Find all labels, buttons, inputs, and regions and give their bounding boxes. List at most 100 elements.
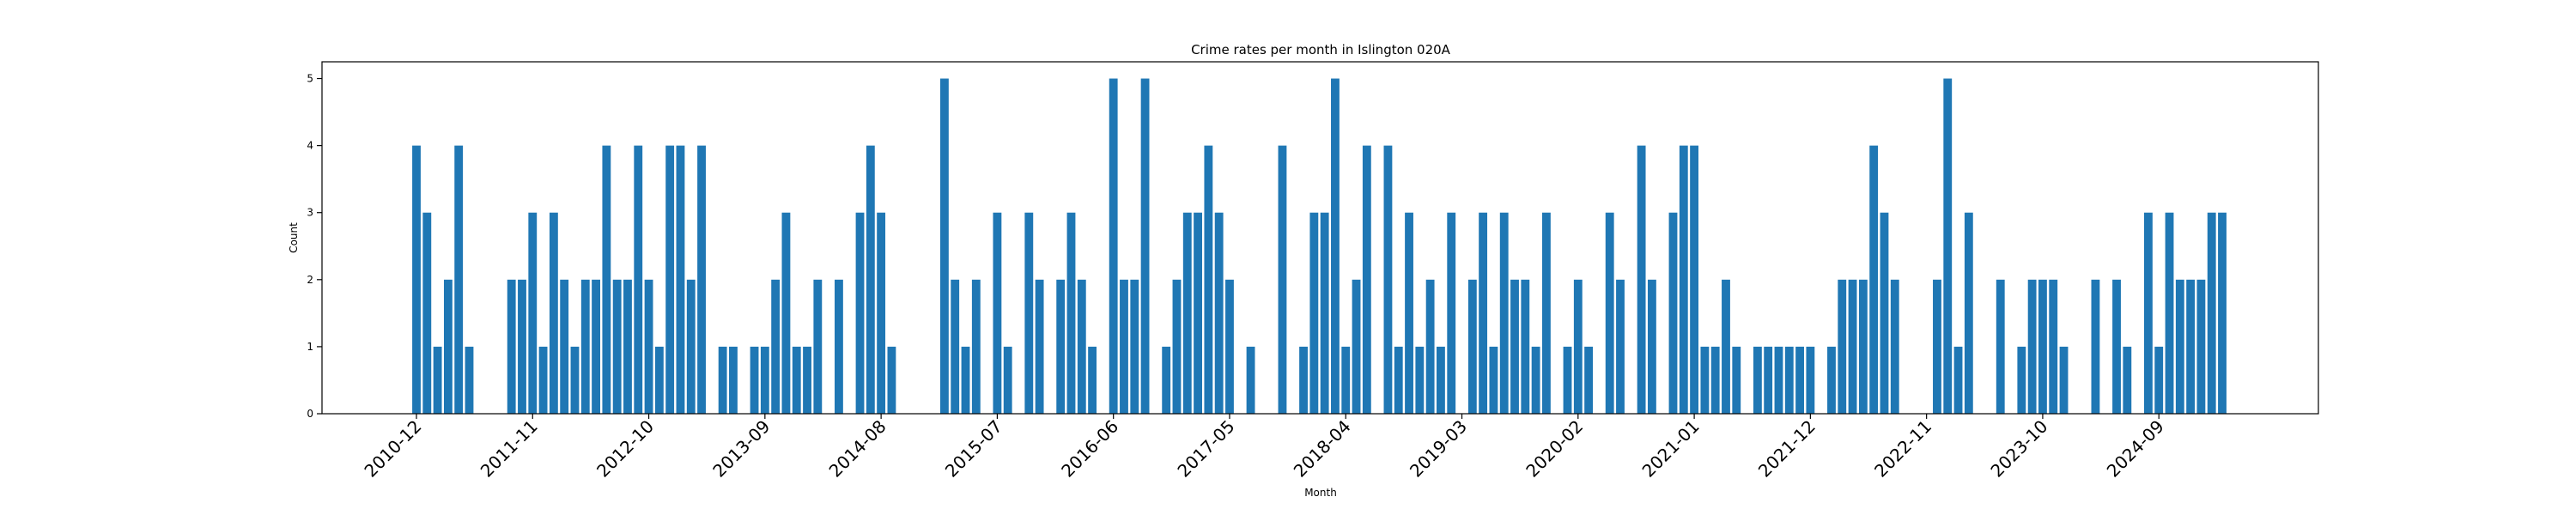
bar-2023-10 (2038, 279, 2047, 414)
bar-2013-01 (676, 145, 685, 414)
bar-2023-08 (2017, 346, 2026, 414)
x-tick-label-2013-09: 2013-09 (708, 416, 774, 482)
bar-2011-12 (538, 346, 548, 414)
bar-2014-09 (887, 346, 896, 414)
bar-2025-01 (2196, 279, 2206, 414)
bar-2011-05 (465, 346, 474, 414)
bar-2017-04 (1214, 212, 1224, 414)
bar-2018-05 (1352, 279, 1361, 414)
bar-2023-01 (1943, 78, 1953, 415)
x-tick-label-2019-03: 2019-03 (1406, 416, 1471, 482)
bar-2018-08 (1383, 145, 1393, 414)
bar-2013-08 (750, 346, 759, 414)
bar-2021-09 (1774, 346, 1783, 414)
bar-2012-10 (644, 279, 653, 414)
bar-2017-03 (1204, 145, 1213, 414)
bar-2012-04 (580, 279, 590, 414)
y-axis-label: Count (288, 222, 300, 253)
bar-2017-01 (1182, 212, 1192, 414)
bar-2020-02 (1573, 279, 1583, 414)
bar-2011-01 (422, 212, 432, 414)
bar-2022-04 (1848, 279, 1857, 414)
bar-2017-05 (1225, 279, 1234, 414)
bar-2012-06 (602, 145, 611, 414)
bar-2016-01 (1056, 279, 1066, 414)
x-tick-label-2021-12: 2021-12 (1754, 416, 1820, 482)
x-tick-label-2023-10: 2023-10 (1986, 416, 2051, 482)
bar-2021-02 (1700, 346, 1710, 414)
x-tick-label-2024-09: 2024-09 (2103, 416, 2168, 482)
bar-2011-09 (507, 279, 516, 414)
x-axis-label: Month (1304, 487, 1337, 499)
bar-2020-09 (1647, 279, 1656, 414)
bar-2013-02 (686, 279, 696, 414)
bar-2012-03 (570, 346, 580, 414)
bar-2015-03 (951, 279, 960, 414)
y-tick-label-4: 4 (307, 140, 313, 152)
bar-2023-11 (2049, 279, 2058, 414)
bar-2018-10 (1405, 212, 1413, 414)
bar-2011-11 (528, 212, 538, 414)
bar-2018-04 (1341, 346, 1351, 414)
bar-2017-02 (1194, 212, 1202, 414)
bar-2020-12 (1679, 145, 1688, 414)
bar-2024-09 (2154, 346, 2164, 414)
bar-2019-08 (1510, 279, 1519, 414)
bar-2021-10 (1784, 346, 1794, 414)
bar-2017-07 (1246, 346, 1255, 414)
bar-2015-04 (961, 346, 970, 414)
x-axis: 2010-12 2011-11 2012-10 2013-09 2014-08 2015-… (360, 414, 2168, 482)
bar-2020-11 (1668, 212, 1678, 414)
bar-2012-11 (654, 346, 664, 414)
bar-2020-03 (1584, 346, 1594, 414)
bar-2013-11 (781, 212, 791, 414)
bar-2020-01 (1563, 346, 1572, 414)
bar-2011-02 (433, 346, 442, 414)
bar-2022-08 (1890, 279, 1899, 414)
bar-2012-09 (634, 145, 643, 414)
bar-2012-12 (665, 145, 675, 414)
bar-2022-05 (1858, 279, 1868, 414)
bar-2022-12 (1933, 279, 1941, 414)
bar-2024-03 (2091, 279, 2100, 414)
bars-group (412, 78, 2227, 415)
bar-2012-07 (612, 279, 622, 414)
x-tick-label-2020-02: 2020-02 (1522, 416, 1587, 482)
bar-2024-10 (2165, 212, 2174, 414)
bar-2021-07 (1753, 346, 1762, 414)
bar-2023-06 (1996, 279, 2005, 414)
bar-2015-11 (1035, 279, 1044, 414)
x-tick-label-2011-11: 2011-11 (477, 416, 542, 482)
bar-2018-01 (1309, 212, 1319, 414)
bar-2024-05 (2112, 279, 2121, 414)
bar-2021-11 (1795, 346, 1804, 414)
y-tick-label-3: 3 (307, 207, 313, 219)
bar-2016-09 (1140, 78, 1150, 415)
bar-2016-11 (1162, 346, 1171, 414)
bar-2025-02 (2207, 212, 2216, 414)
bar-2015-10 (1024, 212, 1034, 414)
bar-2024-06 (2123, 346, 2132, 414)
bar-2016-06 (1109, 78, 1118, 415)
bar-2018-09 (1394, 346, 1403, 414)
bar-2024-08 (2143, 212, 2153, 414)
bar-2018-06 (1362, 145, 1371, 414)
x-tick-label-2015-07: 2015-07 (941, 416, 1006, 482)
bar-2019-09 (1521, 279, 1530, 414)
bar-2019-11 (1541, 212, 1551, 414)
bar-2012-08 (623, 279, 632, 414)
bar-2023-12 (2059, 346, 2069, 414)
bar-2019-06 (1489, 346, 1498, 414)
bar-2013-12 (792, 346, 801, 414)
bar-2018-12 (1425, 279, 1435, 414)
bar-2022-06 (1869, 145, 1879, 414)
bar-2012-02 (560, 279, 569, 414)
bar-2022-07 (1880, 212, 1889, 414)
bar-2021-08 (1764, 346, 1773, 414)
bar-2017-10 (1278, 145, 1287, 414)
bar-2014-04 (835, 279, 843, 414)
bar-2016-12 (1172, 279, 1182, 414)
x-tick-label-2010-12: 2010-12 (360, 416, 425, 482)
bar-2020-08 (1637, 145, 1646, 414)
